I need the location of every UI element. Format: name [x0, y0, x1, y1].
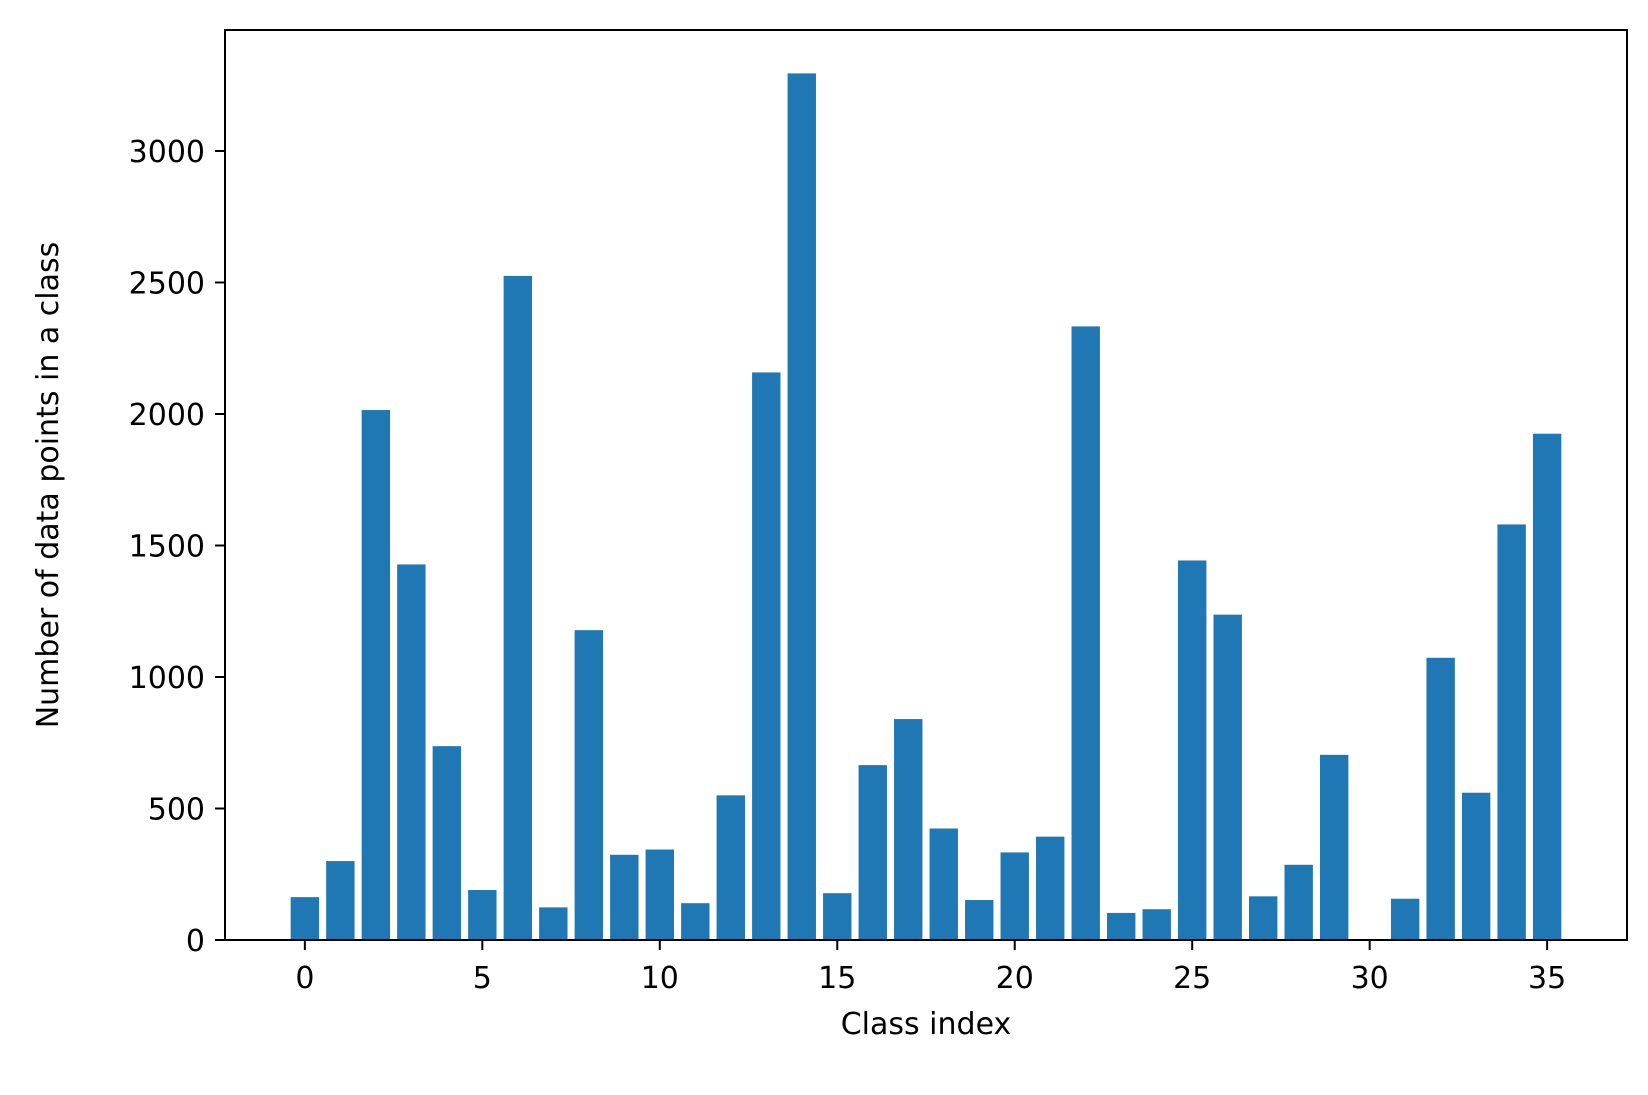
x-tick-label: 15: [818, 961, 856, 996]
bar-class-0: [290, 897, 320, 940]
bar-class-33: [1461, 792, 1491, 940]
x-tick-label: 5: [473, 961, 492, 996]
bar-class-8: [574, 630, 604, 940]
bar-class-28: [1284, 864, 1313, 940]
bar-class-2: [361, 410, 391, 941]
bar-class-5: [468, 890, 497, 940]
x-tick-label: 10: [641, 961, 679, 996]
bars-group: [290, 73, 1562, 941]
bar-class-31: [1390, 898, 1420, 940]
bar-class-19: [965, 900, 994, 940]
y-tick-label: 2500: [129, 266, 205, 301]
bar-class-21: [1036, 836, 1065, 940]
bar-class-3: [397, 564, 426, 940]
bar-class-12: [716, 795, 745, 940]
x-tick-label: 25: [1173, 961, 1211, 996]
y-tick-label: 2000: [129, 398, 205, 433]
bar-class-14: [787, 73, 816, 941]
x-axis-label: Class index: [841, 1007, 1012, 1042]
bar-class-4: [432, 746, 462, 940]
bar-class-24: [1142, 909, 1171, 940]
y-axis-label: Number of data points in a class: [31, 242, 66, 729]
bar-class-1: [326, 861, 355, 940]
bar-class-34: [1497, 524, 1526, 940]
bar-class-6: [503, 275, 533, 940]
bar-class-23: [1107, 912, 1136, 940]
bar-class-15: [823, 893, 852, 940]
x-tick-label: 0: [295, 961, 314, 996]
bar-class-22: [1071, 326, 1100, 941]
bar-class-29: [1319, 754, 1349, 940]
bar-class-13: [752, 372, 781, 940]
x-axis: 0 5 10 15 20 25 30 35: [295, 940, 1566, 996]
bar-class-7: [539, 907, 568, 940]
y-tick-label: 3000: [129, 135, 205, 170]
bar-class-16: [858, 765, 887, 940]
bar-class-18: [929, 828, 958, 940]
y-axis: 0 500 1000 1500 2000 2500 3000: [129, 135, 225, 959]
y-tick-label: 1000: [129, 661, 205, 696]
bar-class-17: [894, 719, 923, 940]
x-tick-label: 30: [1351, 961, 1389, 996]
plot-frame: [224, 29, 1628, 941]
y-tick-label: 1500: [129, 529, 205, 564]
bar-class-32: [1426, 657, 1455, 940]
y-tick-label: 500: [148, 792, 205, 827]
bar-class-10: [645, 849, 674, 940]
bar-class-20: [1000, 852, 1029, 940]
y-tick-label: 0: [186, 924, 205, 959]
bar-class-9: [610, 854, 639, 940]
bar-class-27: [1248, 896, 1278, 940]
bar-class-35: [1532, 433, 1562, 940]
x-tick-label: 35: [1528, 961, 1566, 996]
bar-class-11: [681, 903, 710, 940]
x-tick-label: 20: [996, 961, 1034, 996]
bar-class-25: [1178, 560, 1207, 940]
bar-class-26: [1213, 614, 1242, 940]
